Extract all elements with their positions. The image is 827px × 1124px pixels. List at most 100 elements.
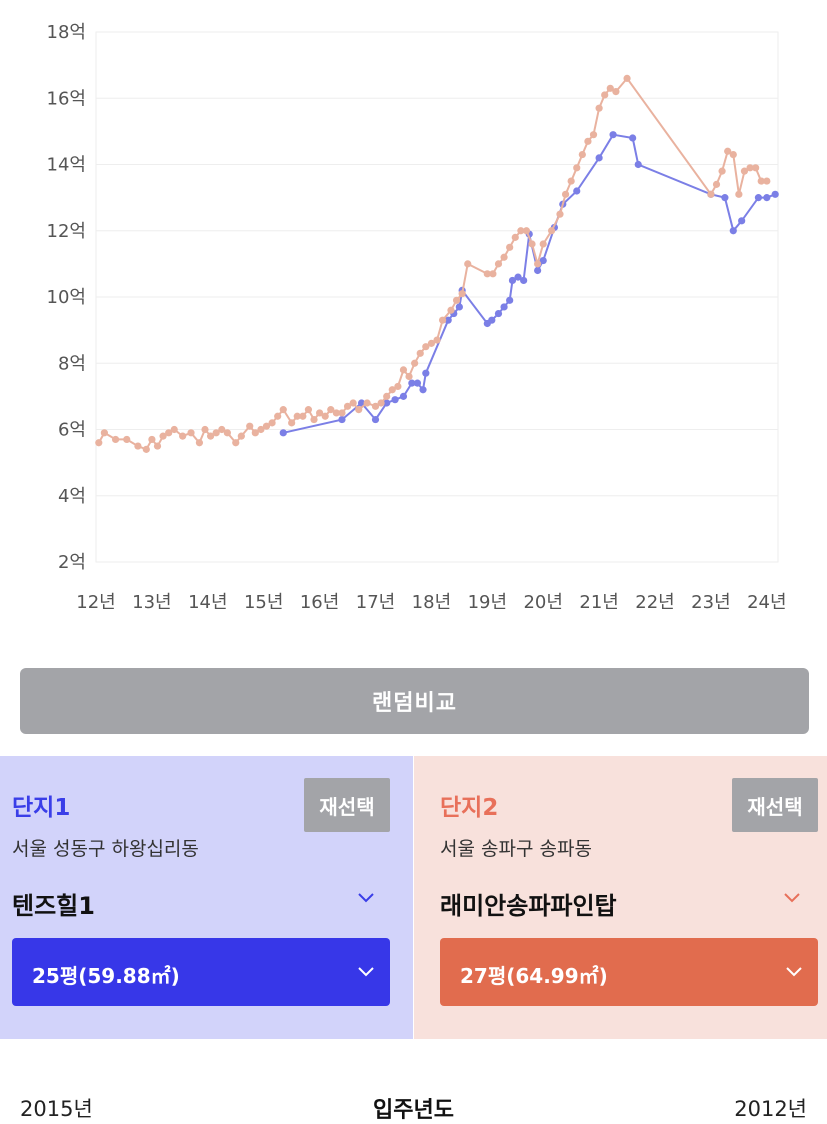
- series-2-point: [506, 243, 514, 251]
- y-tick-label: 4억: [58, 486, 86, 507]
- complex-1-name[interactable]: 텐즈힐1: [12, 892, 95, 920]
- series-2-point: [567, 177, 575, 185]
- series-1-point: [539, 256, 547, 265]
- series-2-point: [405, 372, 413, 381]
- y-tick-label: 2억: [58, 552, 86, 573]
- complex-2-address: 서울 송파구 송파동: [440, 838, 592, 860]
- y-tick-label: 16억: [47, 88, 86, 109]
- complex-2-size-select[interactable]: 27평(64.99㎡): [440, 938, 818, 1006]
- chevron-down-icon[interactable]: [356, 888, 376, 908]
- series-2-point: [561, 190, 570, 198]
- x-tick-label: 13년: [132, 592, 171, 613]
- series-2-point: [123, 435, 131, 444]
- series-2-point: [595, 104, 603, 112]
- series-1-point: [573, 187, 581, 195]
- series-2-point: [170, 425, 178, 434]
- series-2-point: [159, 432, 167, 440]
- complex-1-address: 서울 성동구 하왕십리동: [12, 838, 199, 860]
- series-1-point: [371, 415, 380, 424]
- series-1-point: [383, 399, 391, 407]
- series-1-point: [399, 392, 408, 400]
- series-2-point: [201, 425, 209, 434]
- series-1-point: [488, 316, 496, 324]
- series-2-point: [274, 412, 282, 420]
- x-tick-label: 19년: [468, 592, 507, 613]
- x-tick-label: 12년: [76, 592, 115, 613]
- series-2-point: [232, 439, 240, 447]
- series-1-point: [520, 276, 528, 285]
- series-2-point: [394, 382, 402, 391]
- series-2-point: [316, 409, 324, 417]
- series-1-point: [455, 303, 463, 311]
- series-2-point: [206, 432, 215, 440]
- series-2-point: [427, 339, 436, 347]
- series-2-point: [212, 429, 220, 437]
- series-1-point: [634, 160, 642, 169]
- series-1-point: [338, 415, 346, 424]
- series-2-point: [338, 409, 346, 417]
- y-tick-label: 8억: [58, 353, 86, 374]
- series-1-point: [763, 194, 771, 202]
- complex-1-size-select[interactable]: 25평(59.88㎡): [12, 938, 390, 1006]
- series-2-point: [718, 167, 726, 175]
- series-1-point: [391, 396, 399, 404]
- y-tick-label: 10억: [47, 287, 86, 308]
- series-2-point: [438, 316, 447, 324]
- series-2-point: [237, 432, 245, 440]
- series-2-point: [511, 233, 519, 241]
- series-2-point: [416, 349, 424, 357]
- series-2-point: [740, 167, 749, 175]
- random-compare-button[interactable]: 랜덤비교: [20, 668, 809, 734]
- series-1-point: [754, 194, 763, 202]
- complex-2-size-label: 27평(64.99㎡): [460, 964, 608, 988]
- y-tick-label: 14억: [47, 155, 86, 176]
- series-2-point: [458, 290, 466, 298]
- series-2-point: [377, 399, 385, 407]
- series-2-point: [589, 131, 598, 139]
- x-tick-label: 22년: [635, 592, 674, 613]
- series-2-point: [528, 240, 536, 248]
- x-tick-label: 23년: [691, 592, 730, 613]
- series-2-point: [547, 227, 556, 235]
- x-tick-label: 17년: [356, 592, 395, 613]
- complex-2-move-in-year: 2012년: [734, 1097, 807, 1121]
- series-1-point: [506, 296, 514, 304]
- x-tick-label: 21년: [579, 592, 618, 613]
- series-2-point: [489, 270, 497, 278]
- series-1-point: [494, 309, 503, 318]
- series-2-point: [556, 210, 564, 218]
- series-2-point: [304, 406, 313, 414]
- series-2-point: [452, 296, 461, 304]
- series-2-point: [262, 422, 271, 430]
- series-2-point: [111, 435, 120, 444]
- x-tick-label: 16년: [300, 592, 339, 613]
- chevron-down-icon[interactable]: [782, 888, 802, 908]
- complex-2-reselect-button[interactable]: 재선택: [732, 778, 818, 832]
- move-in-year-title: 입주년도: [373, 1098, 454, 1123]
- series-2-point: [612, 88, 620, 96]
- series-2-point: [735, 190, 743, 198]
- series-2-point: [195, 439, 204, 447]
- series-1-point: [408, 379, 416, 387]
- series-2-point: [447, 306, 455, 314]
- series-2-point: [223, 429, 231, 437]
- complex-2-name[interactable]: 래미안송파파인탑: [440, 892, 617, 920]
- series-2-point: [422, 343, 430, 351]
- series-2-point: [288, 419, 296, 427]
- series-2-point: [464, 260, 472, 268]
- chevron-down-icon: [356, 962, 376, 982]
- series-2-point: [310, 415, 318, 424]
- series-1-point: [534, 266, 542, 275]
- series-2-point: [153, 442, 162, 450]
- series-2-point: [433, 336, 441, 344]
- series-2-point: [763, 177, 771, 185]
- series-2-point: [707, 190, 715, 198]
- series-2-point: [584, 137, 592, 145]
- series-2-point: [573, 164, 581, 172]
- complex-1-panel: 단지1 재선택 서울 성동구 하왕십리동 텐즈힐1 25평(59.88㎡): [0, 756, 413, 1039]
- series-2-point: [187, 429, 195, 437]
- series-2-point: [257, 425, 265, 434]
- series-1-point: [629, 134, 637, 142]
- complex-1-reselect-button[interactable]: 재선택: [304, 778, 390, 832]
- price-chart: 2억 4억 6억 8억 10억 12억 14억 16억 18억 12년 13년 14년 15년 16년 17…: [47, 22, 787, 613]
